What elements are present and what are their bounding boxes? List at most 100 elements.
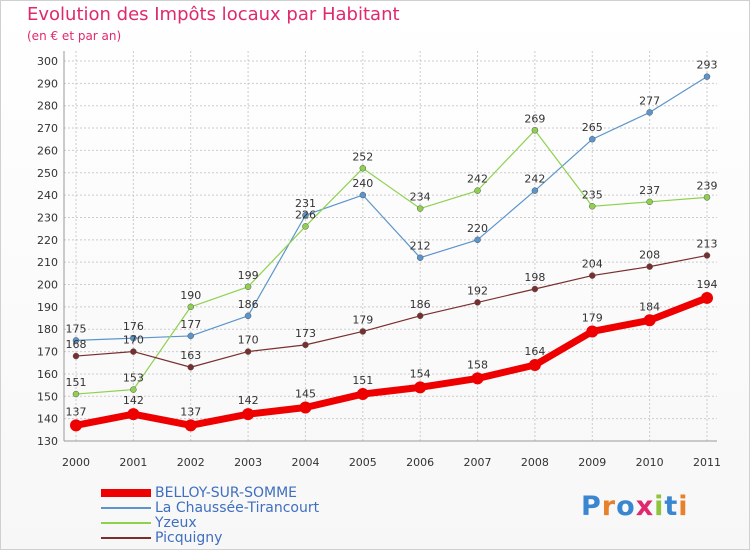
data-label: 175 <box>66 322 87 335</box>
data-label: 242 <box>524 173 545 186</box>
data-label: 226 <box>295 208 316 221</box>
data-point <box>302 211 309 219</box>
y-tick-label: 140 <box>37 413 58 426</box>
x-tick-label: 2004 <box>291 456 319 469</box>
data-point <box>187 332 194 340</box>
y-tick-label: 250 <box>37 167 58 180</box>
x-tick-label: 2010 <box>636 456 664 469</box>
legend-label: Picquigny <box>155 530 223 546</box>
data-label: 234 <box>410 191 431 204</box>
data-label: 184 <box>639 300 660 313</box>
data-label: 186 <box>410 298 431 311</box>
y-tick-label: 210 <box>37 256 58 269</box>
y-tick-label: 280 <box>37 100 58 113</box>
data-point <box>72 390 80 398</box>
data-point <box>299 401 312 414</box>
data-point <box>528 359 541 371</box>
data-point <box>244 348 252 355</box>
data-label: 194 <box>697 278 718 291</box>
data-label: 170 <box>123 334 144 347</box>
y-tick-label: 160 <box>37 368 58 381</box>
data-point <box>414 381 427 394</box>
data-point <box>244 283 252 291</box>
y-tick-label: 180 <box>37 323 58 336</box>
data-point <box>302 223 309 230</box>
data-point <box>531 127 539 134</box>
y-tick-label: 170 <box>37 346 58 359</box>
data-point <box>703 73 711 80</box>
data-point <box>72 352 80 360</box>
y-tick-label: 130 <box>37 435 58 448</box>
data-label: 153 <box>123 372 144 385</box>
y-tick-label: 260 <box>37 144 58 157</box>
data-point <box>127 408 140 421</box>
data-label: 208 <box>639 249 660 262</box>
series-line-0 <box>75 294 709 429</box>
legend-swatch <box>101 522 151 524</box>
x-tick-label: 2009 <box>578 456 606 469</box>
x-tick-label: 2008 <box>521 456 549 469</box>
data-label: 198 <box>524 271 545 284</box>
data-label: 142 <box>123 394 144 407</box>
legend-item: Yzeux <box>101 515 197 531</box>
x-tick-label: 2006 <box>406 456 434 469</box>
data-point <box>359 191 367 199</box>
data-label: 252 <box>352 150 373 163</box>
data-label: 269 <box>524 112 545 125</box>
data-point <box>416 205 424 212</box>
data-point <box>130 334 137 342</box>
data-point <box>474 187 481 194</box>
data-point <box>703 194 711 201</box>
legend-swatch <box>101 507 151 509</box>
x-tick-label: 2011 <box>693 456 721 469</box>
data-point <box>589 203 596 210</box>
data-point <box>302 341 309 349</box>
data-point <box>474 236 481 244</box>
data-point <box>130 348 137 355</box>
y-tick-label: 200 <box>37 279 58 292</box>
data-label: 213 <box>697 237 718 250</box>
data-label: 158 <box>467 358 488 371</box>
data-label: 293 <box>697 59 718 72</box>
data-label: 163 <box>180 349 201 362</box>
y-tick-label: 220 <box>37 234 58 247</box>
legend-label: Yzeux <box>155 515 197 531</box>
data-label: 220 <box>467 222 488 235</box>
data-label: 212 <box>410 240 431 253</box>
x-tick-label: 2003 <box>234 456 262 469</box>
data-point <box>242 408 255 421</box>
series-line-3 <box>75 254 708 368</box>
data-point <box>643 314 656 327</box>
data-label: 240 <box>352 177 373 190</box>
data-label: 199 <box>238 269 259 282</box>
legend-label: La Chaussée-Tirancourt <box>155 500 320 516</box>
data-label: 145 <box>295 387 316 400</box>
data-label: 265 <box>582 121 603 134</box>
data-point <box>589 135 596 143</box>
data-label: 235 <box>582 188 603 201</box>
data-point <box>130 386 137 393</box>
chart-subtitle: (en € et par an) <box>27 29 122 43</box>
data-label: 168 <box>66 338 87 351</box>
legend-label: BELLOY-SUR-SOMME <box>155 485 298 501</box>
y-tick-label: 300 <box>37 55 58 68</box>
data-label: 237 <box>639 184 660 197</box>
x-tick-label: 2005 <box>349 456 377 469</box>
data-label: 177 <box>180 318 201 331</box>
data-point <box>531 187 539 194</box>
data-point <box>531 285 539 293</box>
data-point <box>359 328 367 335</box>
y-tick-label: 190 <box>37 301 58 314</box>
data-point <box>471 372 484 385</box>
data-label: 176 <box>123 320 144 333</box>
data-point <box>184 419 197 432</box>
data-label: 151 <box>66 376 87 389</box>
y-tick-label: 290 <box>37 77 58 90</box>
data-label: 151 <box>352 374 373 387</box>
legend-swatch <box>101 489 151 497</box>
data-label: 186 <box>238 298 259 311</box>
data-point <box>646 198 653 206</box>
data-point <box>474 299 481 306</box>
y-tick-label: 270 <box>37 122 58 135</box>
